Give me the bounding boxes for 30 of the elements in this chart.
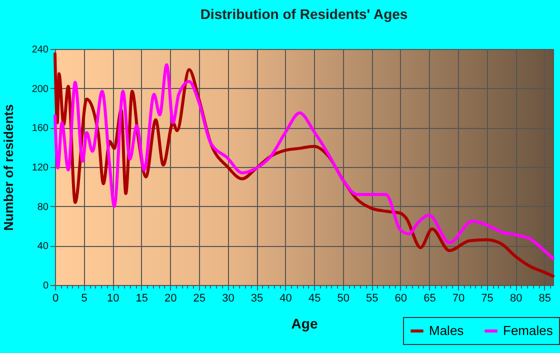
y-tick-label: 240 [32, 44, 49, 56]
x-tick-label: 70 [452, 292, 465, 304]
x-tick-label: 10 [106, 292, 120, 304]
legend-label: Females [503, 323, 554, 338]
y-tick-label: 200 [32, 84, 49, 95]
legend-label: Males [429, 323, 464, 338]
y-tick-label: 0 [42, 280, 49, 292]
x-tick-label: 40 [280, 292, 292, 304]
y-tick-label: 80 [37, 202, 49, 213]
x-tick-label: 0 [52, 292, 59, 304]
x-tick-label: 60 [394, 292, 408, 304]
x-tick-label: 55 [366, 292, 378, 304]
x-tick-label: 65 [424, 292, 436, 304]
x-tick-label: 85 [538, 292, 551, 304]
x-tick-label: 30 [222, 292, 234, 304]
x-axis-title: Age [291, 316, 318, 332]
y-tick-label: 160 [32, 123, 49, 134]
x-tick-label: 5 [81, 292, 88, 304]
y-tick-label: 120 [32, 162, 49, 174]
x-tick-label: 50 [337, 292, 350, 304]
x-tick-label: 75 [481, 292, 494, 304]
chart-title: Distribution of Residents' Ages [200, 6, 408, 22]
x-tick-label: 35 [250, 292, 264, 304]
y-axis-title: Number of residents [0, 104, 16, 231]
x-tick-label: 15 [136, 292, 148, 304]
x-tick-label: 20 [164, 292, 177, 304]
x-tick-label: 80 [510, 292, 522, 304]
y-tick-label: 40 [37, 241, 49, 252]
x-tick-label: 45 [308, 292, 321, 304]
x-tick-label: 25 [193, 292, 206, 304]
